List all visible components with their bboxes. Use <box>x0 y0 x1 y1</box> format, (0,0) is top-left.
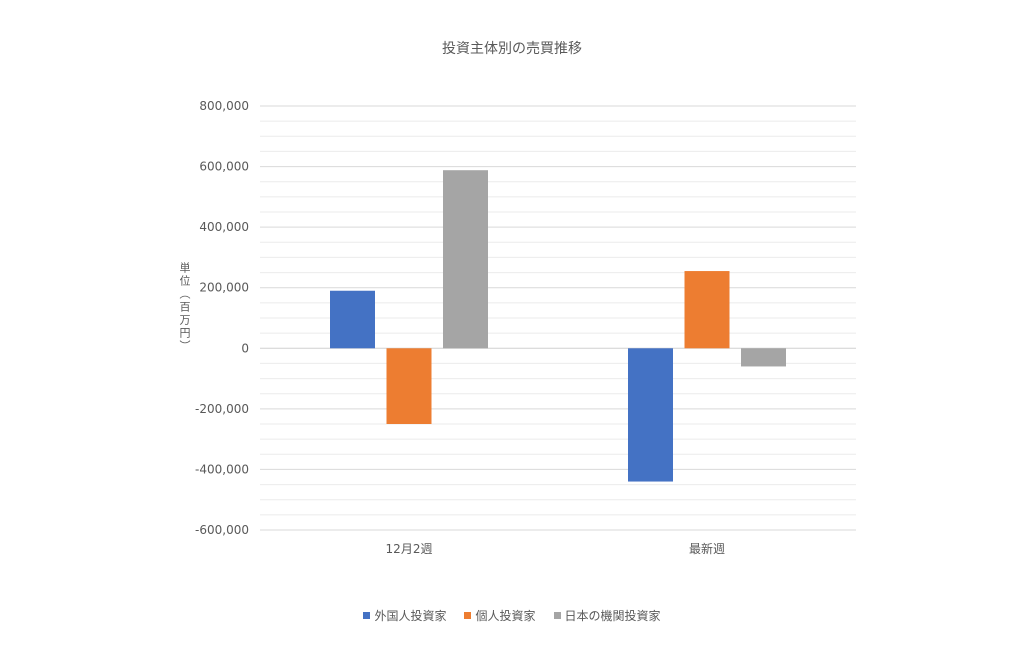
y-tick-label: 0 <box>241 341 249 355</box>
x-tick-label: 12月2週 <box>386 542 433 556</box>
legend-item: 外国人投資家 <box>363 607 446 624</box>
legend-label: 外国人投資家 <box>374 609 447 623</box>
bar <box>330 290 375 349</box>
bar <box>628 348 673 482</box>
y-tick-label: 400,000 <box>199 220 249 234</box>
y-axis-label: 単位（百万円） <box>178 262 191 353</box>
bars <box>330 170 786 482</box>
y-tick-label: -400,000 <box>195 462 249 476</box>
legend-item: 個人投資家 <box>464 607 536 624</box>
y-tick-label: 800,000 <box>199 99 249 113</box>
x-axis-ticks: 12月2週 最新週 <box>386 541 725 556</box>
chart-title: 投資主体別の売買推移 <box>442 41 582 57</box>
y-tick-label: -600,000 <box>195 523 249 537</box>
legend-swatch <box>464 612 472 619</box>
legend-swatch <box>363 612 371 619</box>
bar <box>741 348 786 367</box>
legend-swatch <box>553 612 561 619</box>
y-tick-label: 200,000 <box>199 281 249 295</box>
y-tick-label: -200,000 <box>195 402 249 416</box>
y-axis-ticks: 800,000 600,000 400,000 200,000 0 -200,000 -40… <box>195 99 249 537</box>
legend: 外国人投資家 個人投資家 日本の機関投資家 <box>0 607 1024 624</box>
x-tick-label: 最新週 <box>689 541 725 556</box>
legend-label: 個人投資家 <box>475 609 536 623</box>
bar <box>386 348 432 424</box>
y-tick-label: 600,000 <box>199 160 249 174</box>
bar <box>684 271 730 349</box>
bar <box>443 170 488 349</box>
legend-label: 日本の機関投資家 <box>564 609 661 623</box>
legend-item: 日本の機関投資家 <box>553 607 661 624</box>
